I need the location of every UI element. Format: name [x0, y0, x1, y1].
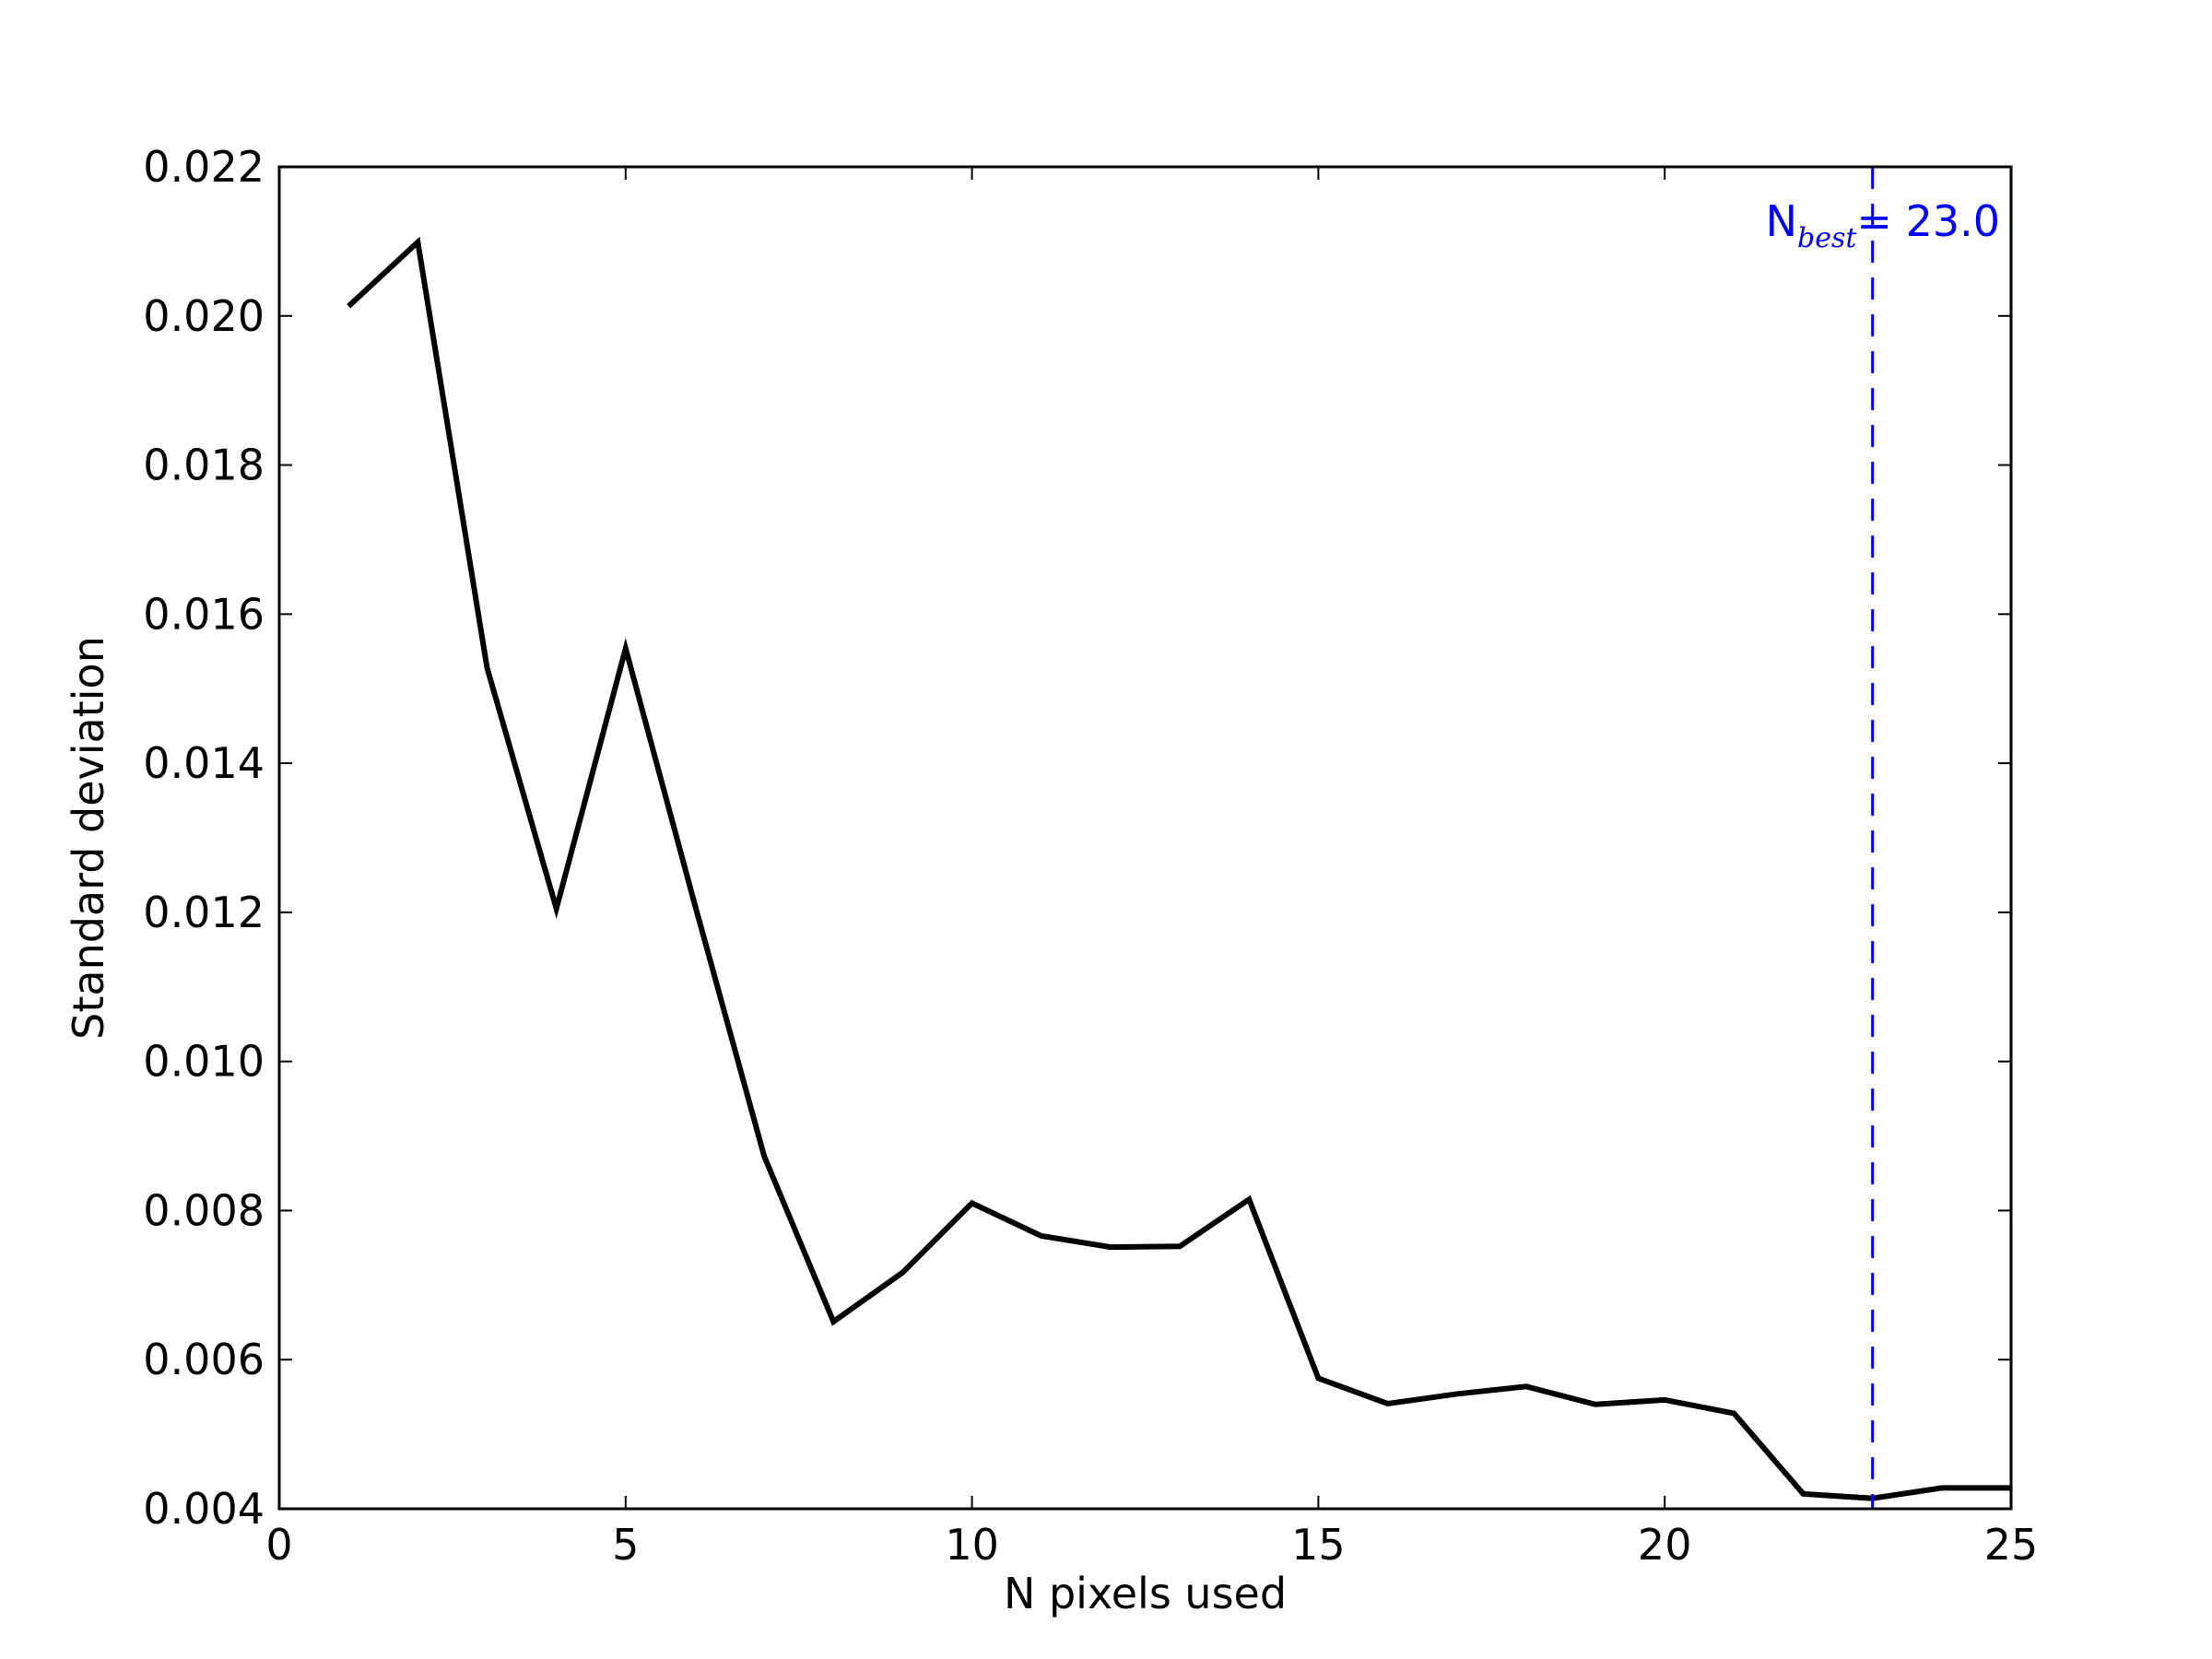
- x-tick-label: 15: [1291, 1520, 1346, 1570]
- series-layer: [347, 236, 2011, 1501]
- y-tick-label: 0.004: [143, 1484, 265, 1534]
- y-tick-label: 0.008: [143, 1185, 265, 1235]
- y-tick-label: 0.006: [143, 1335, 265, 1384]
- y-tick-label: 0.020: [143, 291, 265, 341]
- x-tick-label: 5: [612, 1520, 639, 1570]
- y-tick-label: 0.014: [143, 738, 265, 788]
- x-axis-label: N pixels used: [1004, 1569, 1287, 1618]
- series-line: [347, 236, 2011, 1501]
- best-n-label-value: = 23.0: [1856, 196, 2000, 246]
- y-tick-label: 0.010: [143, 1037, 265, 1087]
- y-tick-label: 0.022: [143, 142, 265, 192]
- x-tick-label: 0: [265, 1520, 292, 1570]
- y-tick-label: 0.012: [143, 888, 265, 937]
- best-n-label-main: N: [1766, 196, 1797, 246]
- y-axis-label: Standard deviation: [64, 636, 113, 1040]
- x-tick-label: 20: [1638, 1520, 1692, 1570]
- best-n-label-subscript: best: [1797, 222, 1857, 254]
- plot-frame: [277, 165, 2013, 1511]
- y-tick-label: 0.018: [143, 441, 265, 490]
- x-tick-label: 25: [1984, 1520, 2039, 1570]
- y-tick-label: 0.016: [143, 589, 265, 639]
- best-n-annotation: Nbest= 23.0: [1766, 196, 2000, 254]
- x-tick-label: 10: [945, 1520, 999, 1570]
- ticks-layer: 0 5 10 15 20 25 0.004 0.006 0.008 0.010 0.012 0.014…: [143, 142, 2038, 1570]
